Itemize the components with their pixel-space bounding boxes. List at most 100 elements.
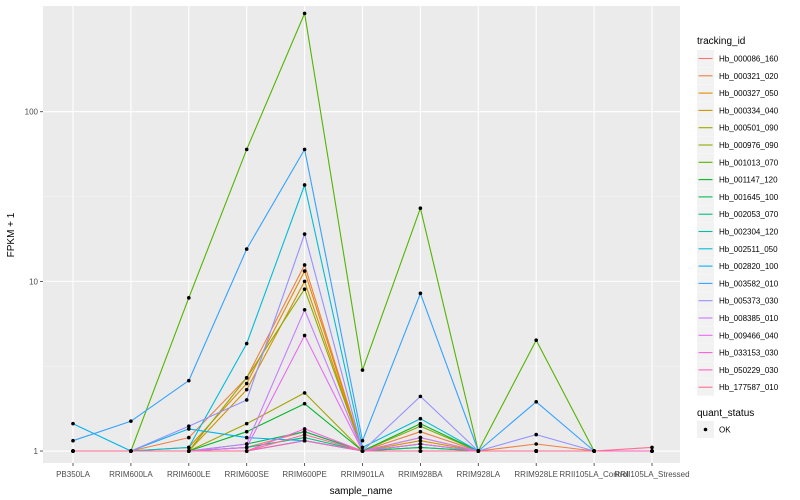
legend-label: Hb_003582_010: [719, 279, 779, 288]
x-tick-label: RRIM600PE: [282, 470, 326, 479]
x-tick-label: RRIM901LA: [341, 470, 385, 479]
data-point: [650, 445, 654, 450]
data-point: [302, 269, 307, 273]
data-point: [187, 424, 191, 429]
data-point: [244, 376, 249, 380]
legend-label: Hb_002304_120: [719, 228, 779, 237]
legend-label: Hb_008385_010: [719, 314, 779, 323]
legend-label: Hb_177587_010: [719, 383, 779, 392]
data-point: [302, 287, 307, 291]
legend-label: Hb_000086_160: [719, 55, 779, 64]
data-point: [244, 445, 249, 450]
x-axis: PB350LA RRIM600LA RRIM600LE RRIM600SE RRIM60…: [56, 463, 690, 479]
data-point: [302, 401, 307, 406]
data-point: [302, 429, 307, 434]
data-point: [418, 445, 423, 450]
shape-legend: quant_status OK: [697, 408, 754, 438]
data-point: [244, 387, 249, 392]
legend-label: Hb_050229_030: [719, 366, 779, 375]
legend-label: Hb_002820_100: [719, 262, 779, 271]
legend-label: Hb_000321_020: [719, 72, 779, 81]
legend-label: Hb_001013_070: [719, 158, 779, 167]
data-point: [534, 338, 538, 343]
data-point: [244, 381, 249, 386]
data-point: [187, 435, 191, 440]
y-axis-title: FPKM + 1: [6, 212, 17, 257]
data-point: [244, 442, 249, 446]
data-point: [360, 368, 365, 372]
legend-label: Hb_000334_040: [719, 106, 779, 115]
data-point: [71, 438, 75, 443]
data-point: [360, 445, 365, 450]
data-point: [302, 432, 307, 437]
data-point: [302, 307, 307, 312]
legend-label: Hb_002511_050: [719, 245, 778, 254]
data-point: [302, 279, 307, 284]
shape-legend-title: quant_status: [697, 408, 754, 419]
legend-label: Hb_002053_070: [719, 210, 779, 219]
data-point: [476, 449, 481, 453]
data-point: [418, 438, 423, 443]
data-point: [534, 449, 538, 453]
x-tick-label: RRII105LA_Control: [559, 470, 629, 479]
data-point: [534, 442, 538, 446]
data-point: [129, 449, 133, 453]
data-point: [418, 416, 423, 421]
legend-label: Hb_033153_030: [719, 349, 779, 358]
data-point: [534, 400, 538, 404]
data-point: [244, 429, 249, 434]
data-point: [302, 183, 307, 187]
x-tick-label: RRII105LA_Stressed: [614, 470, 689, 479]
data-point: [244, 435, 249, 440]
data-point: [418, 421, 423, 426]
data-point: [244, 398, 249, 402]
shape-legend-label: OK: [719, 426, 731, 435]
x-tick-label: RRIM600LE: [167, 470, 211, 479]
x-tick-label: RRIM928BA: [398, 470, 443, 479]
data-point: [302, 427, 307, 431]
legend-label: Hb_000976_090: [719, 141, 779, 150]
legend-label: Hb_000327_050: [719, 89, 779, 98]
data-point: [302, 232, 307, 236]
data-point: [302, 147, 307, 152]
data-point: [302, 391, 307, 395]
shape-legend-items: OK: [697, 421, 731, 438]
x-tick-label: PB350LA: [56, 470, 90, 479]
legend: tracking_id Hb_000086_160Hb_000321_020Hb…: [697, 36, 779, 396]
data-point: [650, 449, 654, 453]
legend-items: Hb_000086_160 Hb_000321_020 Hb_000327_050 H…: [697, 50, 779, 396]
data-point: [187, 378, 191, 383]
data-point: [244, 341, 249, 346]
data-point: [302, 438, 307, 443]
data-point: [418, 291, 423, 296]
data-point: [360, 438, 365, 443]
data-point: [418, 435, 423, 440]
data-point: [360, 449, 365, 453]
data-point: [187, 445, 191, 450]
data-point: [534, 432, 538, 437]
shape-legend-point: [703, 427, 708, 432]
data-point: [187, 427, 191, 431]
data-point: [302, 435, 307, 440]
x-axis-title: sample_name: [330, 486, 393, 497]
data-point: [302, 333, 307, 338]
data-point: [418, 442, 423, 446]
y-tick-label: 1: [34, 447, 39, 456]
legend-title: tracking_id: [697, 36, 745, 47]
legend-label: Hb_009466_040: [719, 331, 779, 340]
data-point: [187, 449, 191, 453]
data-point: [129, 419, 133, 423]
data-point: [71, 449, 75, 453]
data-point: [302, 263, 307, 267]
x-tick-label: RRIM600LA: [109, 470, 153, 479]
legend-label: Hb_001147_120: [719, 176, 778, 185]
data-point: [592, 449, 596, 453]
data-point: [418, 424, 423, 429]
legend-label: Hb_005373_030: [719, 297, 779, 306]
grid-major: [43, 6, 680, 463]
legend-label: Hb_001645_100: [719, 193, 779, 202]
data-point: [418, 394, 423, 399]
y-tick-label: 10: [29, 277, 38, 286]
x-tick-label: RRIM928LA: [457, 470, 501, 479]
x-tick-label: RRIM928LE: [514, 470, 558, 479]
